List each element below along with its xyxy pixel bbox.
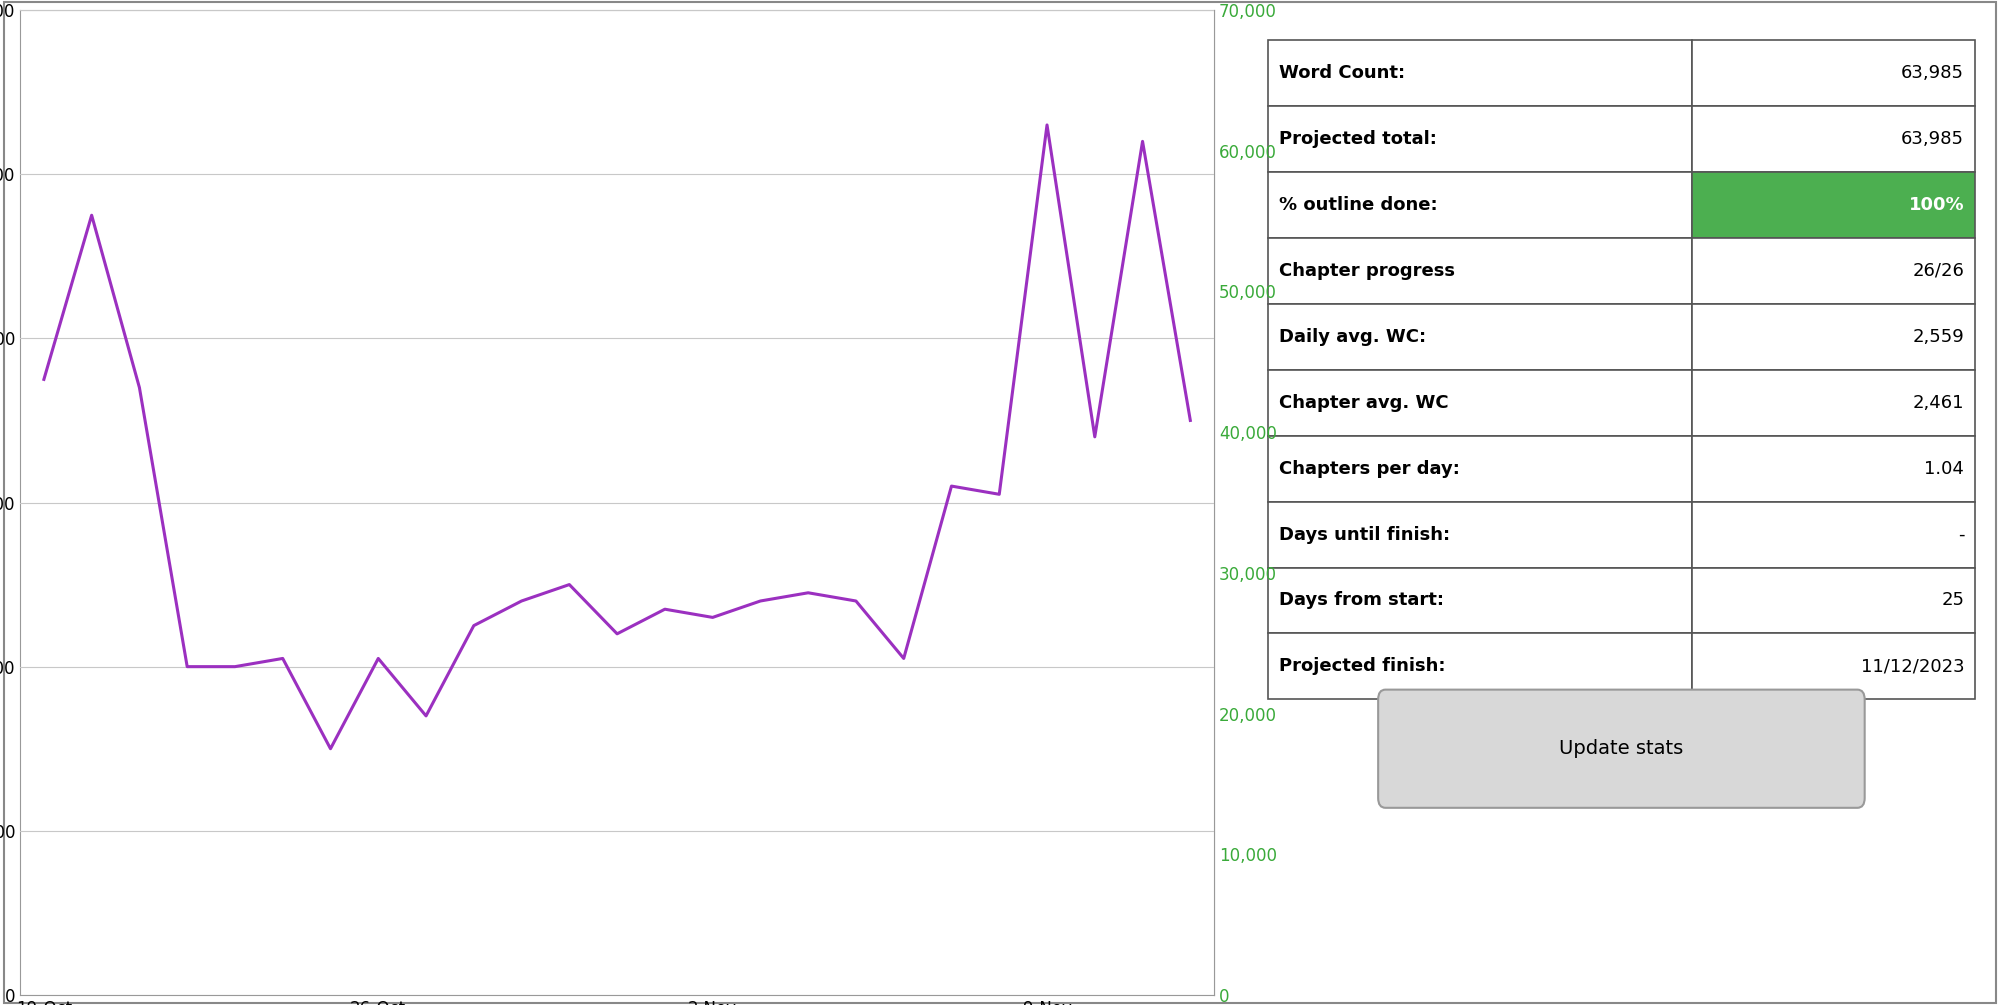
Text: 11/12/2023: 11/12/2023 [1860, 657, 1964, 675]
Daily WC [1130, 136, 1154, 148]
Bar [312, 717, 348, 995]
Daily WC [318, 743, 342, 755]
Bar [1692, 501, 1976, 568]
Bar [600, 532, 636, 995]
Bar [1692, 237, 1976, 304]
Bar [646, 498, 682, 995]
Bar [1692, 633, 1976, 699]
Bar [1268, 568, 1692, 633]
Bar [170, 794, 206, 995]
Daily WC [1036, 119, 1060, 131]
Daily WC [748, 595, 772, 607]
Daily WC [940, 480, 964, 492]
Daily WC [892, 652, 916, 664]
Bar [1268, 435, 1692, 501]
Text: Chapter avg. WC: Chapter avg. WC [1278, 394, 1448, 411]
Bar [26, 942, 62, 995]
Bar [742, 433, 778, 995]
Bar [1076, 127, 1112, 995]
Bar [1268, 304, 1692, 370]
Daily WC [1178, 414, 1202, 426]
Bar [552, 563, 588, 995]
Bar [122, 822, 158, 995]
Bar [74, 874, 110, 995]
Daily WC [414, 710, 438, 722]
Bar [694, 466, 730, 995]
Text: Update stats: Update stats [1560, 740, 1684, 758]
Bar [360, 687, 396, 995]
Text: % outline done:: % outline done: [1278, 196, 1438, 214]
Bar [1172, 4, 1208, 995]
Bar [1268, 39, 1692, 106]
Text: Chapters per day:: Chapters per day: [1278, 459, 1460, 477]
Text: 63,985: 63,985 [1902, 130, 1964, 148]
Bar [1692, 435, 1976, 501]
Daily WC [558, 579, 582, 591]
Line: Daily WC: Daily WC [44, 125, 1190, 749]
Bar [1692, 172, 1976, 237]
Daily WC [32, 373, 56, 385]
Text: Projected total:: Projected total: [1278, 130, 1436, 148]
Bar [1692, 304, 1976, 370]
Bar [1268, 172, 1692, 237]
Daily WC [796, 587, 820, 599]
Text: 2,461: 2,461 [1912, 394, 1964, 411]
Bar [982, 249, 1018, 995]
Daily WC [510, 595, 534, 607]
Text: 2,559: 2,559 [1912, 328, 1964, 346]
Daily WC [844, 595, 868, 607]
Bar [886, 336, 922, 995]
Text: Word Count:: Word Count: [1278, 63, 1404, 81]
Text: Chapter progress: Chapter progress [1278, 261, 1454, 279]
Daily WC [988, 488, 1012, 500]
Daily WC [128, 382, 152, 394]
Text: Projected finish:: Projected finish: [1278, 657, 1446, 675]
Text: 26/26: 26/26 [1912, 261, 1964, 279]
Bar [934, 292, 970, 995]
Daily WC [1082, 431, 1106, 443]
Bar [456, 632, 492, 995]
Daily WC [700, 611, 724, 623]
Bar [1692, 568, 1976, 633]
Bar [1692, 106, 1976, 172]
Bar [408, 663, 444, 995]
Text: 100%: 100% [1908, 196, 1964, 214]
Daily WC [366, 652, 390, 664]
FancyBboxPatch shape [1378, 689, 1864, 808]
Bar [1268, 501, 1692, 568]
Bar [1268, 106, 1692, 172]
Daily WC [176, 660, 200, 672]
Text: 63,985: 63,985 [1902, 63, 1964, 81]
Daily WC [462, 619, 486, 632]
Text: 25: 25 [1942, 592, 1964, 609]
Daily WC [222, 660, 246, 672]
Daily WC [652, 603, 676, 615]
Bar [1268, 237, 1692, 304]
Daily WC [270, 652, 294, 664]
Text: Days from start:: Days from start: [1278, 592, 1444, 609]
Bar [1692, 370, 1976, 435]
Text: -: - [1958, 526, 1964, 544]
Daily WC [80, 209, 104, 221]
Bar [264, 738, 300, 995]
Bar [790, 398, 826, 995]
Bar [1030, 175, 1064, 995]
Bar [1124, 53, 1160, 995]
Bar [218, 766, 252, 995]
Bar [838, 365, 874, 995]
Bar [504, 598, 540, 995]
Daily WC [606, 628, 630, 640]
Text: Days until finish:: Days until finish: [1278, 526, 1450, 544]
Bar [1268, 370, 1692, 435]
Text: 1.04: 1.04 [1924, 459, 1964, 477]
Bar [1268, 633, 1692, 699]
Bar [1692, 39, 1976, 106]
Text: Daily avg. WC:: Daily avg. WC: [1278, 328, 1426, 346]
